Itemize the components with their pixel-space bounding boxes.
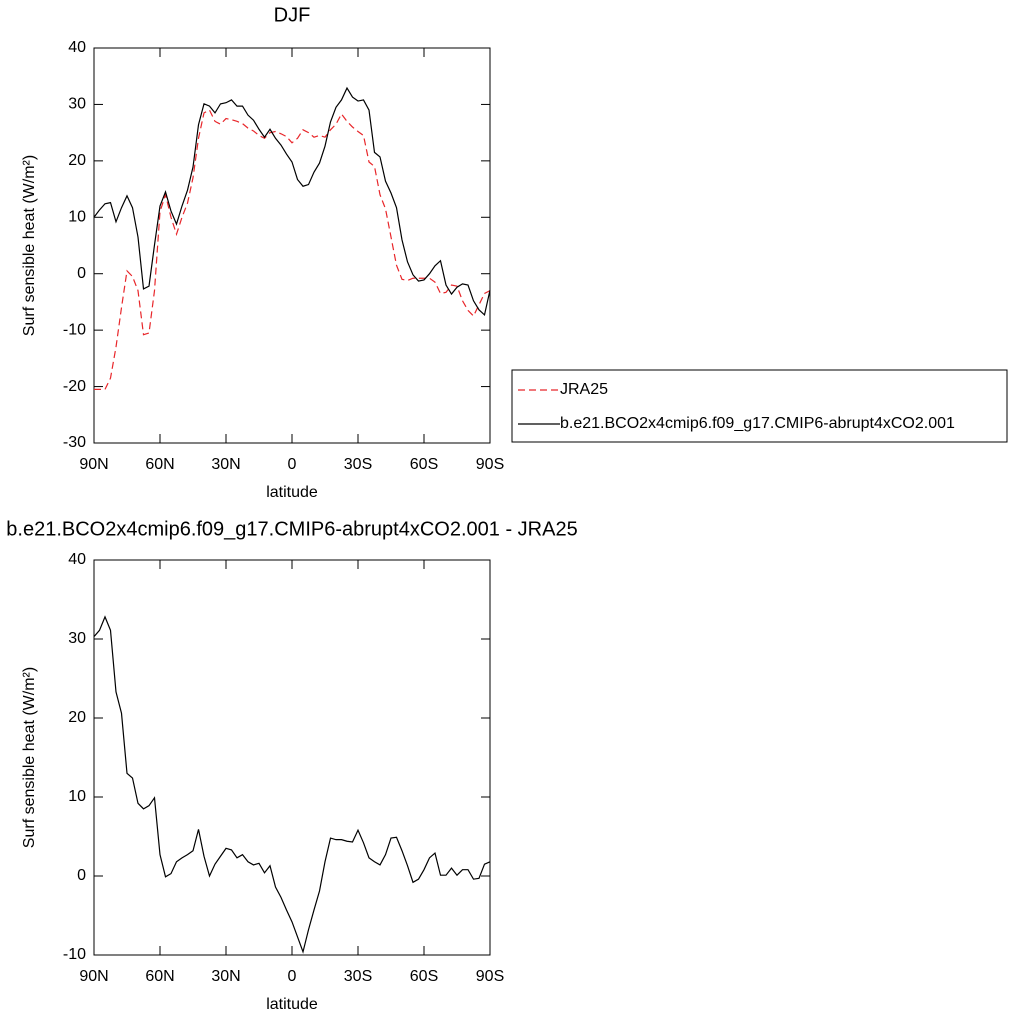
x-tick-label: 30S bbox=[344, 968, 372, 985]
y-tick-label: 20 bbox=[68, 709, 86, 726]
legend-label: b.e21.BCO2x4cmip6.f09_g17.CMIP6-abrupt4x… bbox=[560, 415, 955, 432]
x-tick-label: 90N bbox=[79, 456, 108, 473]
x-tick-label: 60S bbox=[410, 968, 438, 985]
y-tick-label: -10 bbox=[63, 946, 86, 963]
x-axis-label: latitude bbox=[266, 996, 318, 1013]
x-axis-label: latitude bbox=[266, 484, 318, 501]
y-tick-label: 10 bbox=[68, 209, 86, 226]
y-tick-label: -20 bbox=[63, 378, 86, 395]
y-axis-label: Surf sensible heat (W/m²) bbox=[21, 667, 38, 848]
y-axis-label: Surf sensible heat (W/m²) bbox=[21, 155, 38, 336]
chart-title: DJF bbox=[274, 4, 311, 26]
legend-box bbox=[511, 369, 1008, 443]
y-tick-label: 30 bbox=[68, 96, 86, 113]
x-tick-label: 0 bbox=[288, 456, 297, 473]
plot-frame bbox=[93, 47, 491, 444]
y-tick-label: -30 bbox=[63, 434, 86, 451]
y-tick-label: 20 bbox=[68, 152, 86, 169]
chart-title: b.e21.BCO2x4cmip6.f09_g17.CMIP6-abrupt4x… bbox=[6, 518, 577, 540]
y-tick-label: 10 bbox=[68, 788, 86, 805]
x-tick-label: 60N bbox=[145, 456, 174, 473]
x-tick-label: 30S bbox=[344, 456, 372, 473]
line-series bbox=[93, 615, 491, 954]
x-tick-label: 60N bbox=[145, 968, 174, 985]
y-tick-label: 40 bbox=[68, 39, 86, 56]
line-series bbox=[94, 109, 491, 390]
y-tick-label: -10 bbox=[63, 321, 86, 338]
legend-label: JRA25 bbox=[560, 381, 608, 398]
x-tick-label: 90S bbox=[476, 968, 504, 985]
x-tick-label: 60S bbox=[410, 456, 438, 473]
y-tick-label: 0 bbox=[77, 867, 86, 884]
x-tick-label: 0 bbox=[288, 968, 297, 985]
y-tick-label: 40 bbox=[68, 551, 86, 568]
plot-frame bbox=[93, 559, 491, 956]
x-tick-label: 30N bbox=[211, 968, 240, 985]
x-tick-label: 30N bbox=[211, 456, 240, 473]
x-tick-label: 90S bbox=[476, 456, 504, 473]
x-tick-label: 90N bbox=[79, 968, 108, 985]
y-tick-label: 30 bbox=[68, 630, 86, 647]
y-tick-label: 0 bbox=[77, 265, 86, 282]
line-series bbox=[93, 86, 491, 317]
